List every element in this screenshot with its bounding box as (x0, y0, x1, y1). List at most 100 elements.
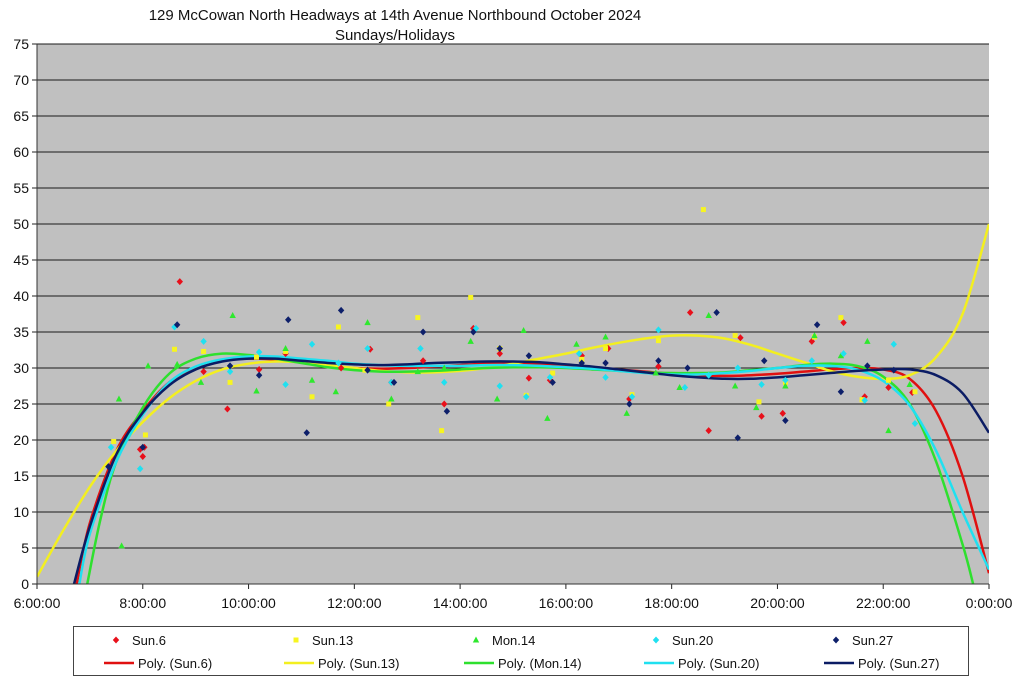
data-point-series-1 (700, 207, 706, 213)
data-point-series-3 (861, 396, 868, 404)
data-point-series-3 (200, 337, 207, 345)
legend-item-trendline-3: Poly. (Sun.20) (644, 651, 759, 675)
data-point-series-4 (655, 357, 662, 365)
data-point-series-1 (111, 438, 117, 444)
legend-item-trendline-2: Poly. (Mon.14) (464, 651, 582, 675)
data-point-series-3 (226, 368, 234, 376)
data-point-series-1 (309, 394, 315, 400)
data-point-series-2 (573, 340, 580, 347)
data-point-series-3 (890, 340, 897, 348)
legend-marker-series-1 (293, 637, 299, 643)
chart-title: 129 McCowan North Headways at 14th Avenu… (148, 7, 642, 24)
data-point-series-3 (136, 465, 144, 473)
data-point-series-1 (732, 333, 738, 339)
data-point-series-1 (201, 348, 207, 354)
data-point-series-4 (496, 345, 503, 353)
data-point-series-3 (808, 357, 816, 365)
x-tick-label: 8:00:00 (119, 595, 166, 611)
y-axis-ticks: 0 5 10 15 20 25 30 35 40 45 50 55 60 65 70 75 (13, 36, 37, 592)
data-point-series-4 (255, 371, 263, 379)
data-point-series-2 (308, 376, 316, 383)
data-point-series-1 (912, 389, 918, 395)
legend-label: Sun.6 (132, 632, 166, 648)
data-point-series-0 (200, 368, 207, 376)
data-point-series-3 (782, 376, 789, 384)
data-point-series-3 (523, 393, 530, 401)
data-point-series-2 (388, 395, 395, 402)
data-point-series-3 (282, 381, 289, 389)
data-point-series-2 (173, 360, 181, 367)
y-tick-label: 75 (13, 36, 29, 52)
data-point-series-2 (364, 319, 371, 326)
legend-label: Poly. (Sun.27) (858, 655, 940, 671)
x-tick-label: 10:00:00 (221, 595, 276, 611)
data-point-series-3 (364, 345, 371, 353)
data-point-series-3 (758, 381, 765, 389)
data-point-series-1 (335, 324, 341, 330)
data-point-series-0 (337, 364, 345, 372)
data-point-series-2 (414, 368, 421, 375)
data-point-series-4 (761, 357, 768, 365)
data-point-series-1 (859, 397, 865, 403)
data-point-series-0 (136, 445, 144, 453)
legend-marker-series-3 (652, 636, 660, 644)
data-point-series-3 (107, 443, 115, 451)
data-point-series-2 (652, 369, 659, 376)
data-point-series-2 (731, 382, 739, 389)
data-point-series-1 (579, 356, 585, 362)
data-point-series-0 (496, 350, 503, 358)
data-point-series-3 (705, 371, 712, 379)
data-point-series-0 (779, 409, 786, 417)
y-tick-label: 50 (13, 216, 29, 232)
trendlines (37, 223, 989, 584)
data-point-series-0 (705, 427, 712, 435)
data-point-series-1 (468, 294, 474, 300)
trendline-4 (72, 357, 989, 584)
data-point-series-2 (906, 381, 913, 388)
gridlines (37, 43, 989, 549)
data-point-series-2 (864, 337, 871, 344)
data-point-series-4 (443, 407, 451, 415)
data-point-series-4 (525, 352, 533, 360)
data-point-series-2 (520, 327, 527, 334)
x-tick-label: 12:00:00 (327, 595, 382, 611)
data-point-series-0 (758, 412, 765, 420)
x-axis-ticks: 6:00:00 8:00:00 10:00:00 12:00:00 14:00:00 16… (14, 584, 1013, 611)
data-point-series-2 (115, 395, 123, 402)
data-point-series-4 (864, 362, 871, 370)
data-point-series-2 (118, 542, 125, 549)
legend-item-series-4: Sun.27 (824, 628, 893, 652)
data-point-series-0 (578, 352, 585, 360)
y-tick-label: 45 (13, 252, 29, 268)
legend-item-trendline-0: Poly. (Sun.6) (104, 651, 212, 675)
data-point-series-2 (197, 378, 205, 385)
data-point-series-3 (575, 350, 583, 358)
data-point-series-4 (602, 359, 609, 367)
legend: Sun.6 Sun.13 Mon.14 Sun.20 Sun.27 Poly. (Sun… (73, 626, 969, 676)
data-point-series-4 (337, 306, 345, 314)
data-point-series-1 (142, 432, 148, 438)
legend-item-series-1: Sun.13 (284, 628, 353, 652)
data-point-series-4 (105, 463, 112, 471)
y-tick-label: 25 (13, 396, 29, 412)
data-point-series-1 (756, 399, 762, 405)
data-point-series-4 (139, 443, 146, 451)
data-point-series-2 (837, 352, 845, 359)
legend-label: Sun.27 (852, 632, 894, 648)
data-point-series-1 (886, 377, 892, 383)
data-point-series-3 (496, 382, 503, 390)
y-tick-label: 0 (21, 576, 29, 592)
trendline-1 (37, 223, 989, 578)
legend-row-trendlines: Poly. (Sun.6) Poly. (Sun.13) Poly. (Mon.14… (74, 651, 968, 675)
data-point-series-0 (686, 309, 694, 317)
data-point-series-3 (681, 383, 689, 391)
x-tick-label: 0:00:00 (966, 595, 1013, 611)
y-tick-label: 65 (13, 108, 29, 124)
data-point-series-4 (782, 417, 789, 425)
legend-marker-series-0 (112, 636, 120, 644)
data-point-series-3 (171, 323, 178, 331)
data-point-series-0 (139, 453, 146, 461)
chart-subtitle: Sundays/Holidays (334, 27, 456, 44)
data-point-series-0 (737, 334, 744, 342)
data-point-series-0 (840, 319, 847, 327)
